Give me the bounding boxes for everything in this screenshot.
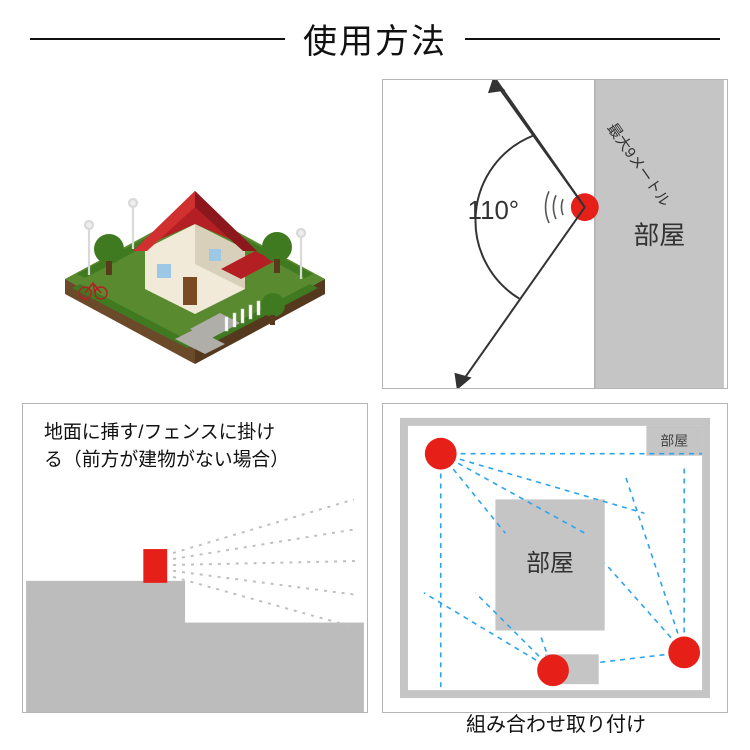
angle-range-svg: 部屋 1	[383, 80, 727, 388]
title-row: 使用方法	[0, 0, 750, 73]
sensor-1-icon	[425, 438, 457, 470]
ground-fence-svg: 地面に挿す/フェンスに掛け る（前方が建物がない場合）	[23, 404, 367, 712]
angle-label: 110°	[468, 197, 520, 225]
panel-combination: 部屋 部屋	[382, 403, 728, 713]
title-line-left	[30, 38, 285, 40]
sensor-3-icon	[668, 636, 700, 668]
caption-line2: る（前方が建物がない場合）	[44, 449, 289, 470]
device-icon	[143, 549, 167, 583]
room-label-small: 部屋	[660, 433, 688, 449]
combination-svg: 部屋 部屋	[383, 404, 727, 712]
house-iso-svg	[22, 79, 368, 389]
page-title: 使用方法	[303, 14, 447, 63]
room-label: 部屋	[633, 221, 685, 250]
room-label-center: 部屋	[526, 550, 574, 577]
panel-ground-fence: 地面に挿す/フェンスに掛け る（前方が建物がない場合）	[22, 403, 368, 713]
panel-angle-range: 部屋 1	[382, 79, 728, 389]
sensor-2-icon	[537, 654, 569, 686]
diagram-grid: 部屋 1	[0, 73, 750, 713]
panel-house-iso	[22, 79, 368, 389]
combination-caption: 組み合わせ取り付け	[386, 702, 726, 749]
title-line-right	[465, 38, 720, 40]
caption-line1: 地面に挿す/フェンスに掛け	[44, 421, 275, 442]
